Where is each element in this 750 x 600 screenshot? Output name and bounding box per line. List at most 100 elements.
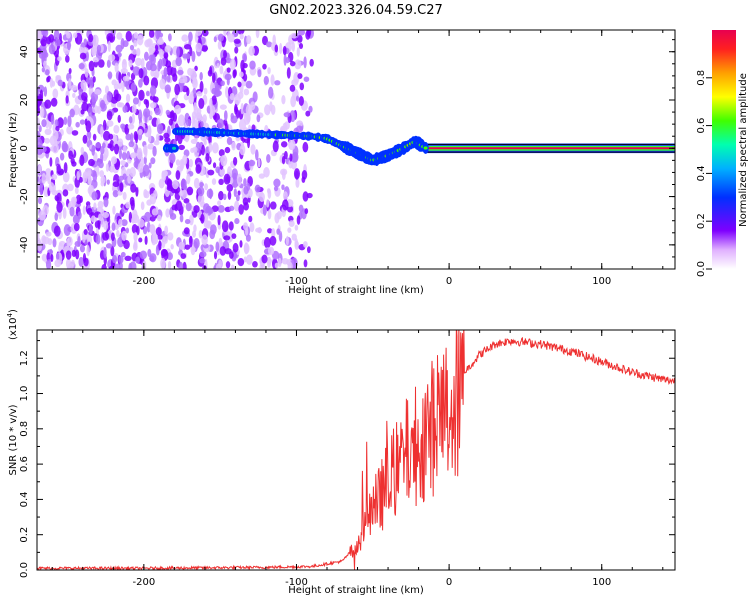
noise-dot (96, 44, 102, 54)
noise-dot (98, 161, 104, 169)
noise-dot (81, 102, 89, 112)
noise-dot (137, 128, 143, 136)
noise-dot (181, 34, 189, 42)
noise-dot (149, 102, 157, 109)
noise-dot (79, 119, 86, 125)
noise-dot (144, 190, 150, 199)
y-tick-label: 1.0 (19, 386, 30, 402)
noise-dot (140, 201, 145, 211)
noise-dot (177, 69, 184, 75)
noise-dot (65, 258, 72, 269)
noise-dot (192, 230, 196, 238)
noise-dot (79, 244, 86, 253)
noise-dot (122, 105, 128, 113)
noise-dot (136, 47, 141, 57)
noise-dot (42, 30, 49, 37)
noise-dot (79, 52, 87, 60)
noise-dot (108, 54, 116, 62)
noise-dot (245, 80, 253, 89)
noise-dot (80, 79, 87, 90)
noise-dot (303, 76, 310, 82)
noise-dot (71, 161, 77, 167)
noise-dot (100, 152, 104, 163)
noise-dot (77, 211, 82, 220)
noise-dot (219, 246, 227, 256)
noise-dot (170, 244, 174, 250)
noise-dot (82, 205, 86, 216)
noise-dot (84, 167, 92, 177)
noise-dot (37, 105, 41, 117)
noise-dot (107, 71, 113, 79)
noise-dot (39, 106, 45, 118)
noise-dot (172, 179, 179, 190)
noise-dot (196, 90, 203, 97)
noise-dot (88, 158, 95, 167)
noise-dot (224, 73, 232, 81)
noise-dot (269, 201, 277, 210)
noise-dot (267, 209, 272, 220)
noise-dot (232, 242, 239, 253)
noise-dot (70, 84, 78, 91)
noise-dot (303, 259, 308, 268)
noise-dot (193, 102, 197, 111)
noise-dot (110, 156, 118, 165)
noise-dot (306, 30, 312, 37)
noise-dot (233, 156, 238, 166)
noise-dot (100, 126, 104, 138)
noise-dot (61, 140, 68, 153)
noise-dot (215, 241, 220, 252)
noise-dot (62, 207, 67, 219)
noise-dot (282, 122, 288, 134)
noise-dot (148, 45, 156, 54)
noise-dot (135, 256, 140, 264)
noise-dot (91, 144, 95, 156)
noise-dot (121, 151, 127, 161)
noise-dot (156, 214, 162, 222)
noise-dot (172, 112, 178, 122)
noise-dot (220, 154, 228, 167)
noise-dot (235, 194, 240, 202)
noise-dot (131, 217, 136, 224)
noise-dot (37, 84, 45, 93)
noise-dot (82, 134, 88, 144)
noise-dot (273, 178, 281, 188)
noise-dot (254, 184, 261, 193)
noise-dot (230, 115, 238, 124)
noise-dot (52, 130, 59, 141)
noise-dot (225, 261, 231, 269)
noise-dot (133, 39, 138, 47)
noise-dot (53, 225, 61, 237)
noise-dot (219, 167, 225, 177)
noise-dot (154, 107, 161, 116)
noise-dot (40, 38, 47, 47)
noise-dot (217, 214, 221, 226)
noise-dot (289, 61, 296, 67)
noise-dot (163, 235, 168, 244)
noise-dot (229, 177, 234, 185)
noise-dot (106, 90, 112, 103)
snr-scale-base: (x10 (8, 317, 19, 340)
noise-dot (268, 86, 274, 99)
noise-dot (159, 78, 166, 90)
colorbar-gradient (712, 30, 736, 269)
noise-dot (193, 224, 197, 233)
noise-dot (227, 191, 232, 200)
noise-dot (38, 210, 46, 221)
noise-dot (37, 88, 40, 97)
noise-dot (126, 150, 131, 161)
noise-dot (113, 124, 120, 134)
snr-x-label: Height of straight line (km) (288, 585, 424, 596)
noise-dot (226, 136, 233, 146)
y-tick-label: 40 (19, 45, 30, 58)
noise-dot (287, 227, 292, 233)
noise-dot (195, 30, 202, 36)
noise-dot (169, 152, 176, 164)
noise-dot (243, 186, 249, 195)
noise-dot (223, 173, 231, 185)
noise-dot (168, 118, 173, 126)
noise-dot (224, 146, 231, 154)
noise-dot (45, 69, 50, 76)
noise-dot (88, 33, 94, 43)
noise-dot (234, 218, 240, 225)
noise-dot (207, 69, 213, 77)
